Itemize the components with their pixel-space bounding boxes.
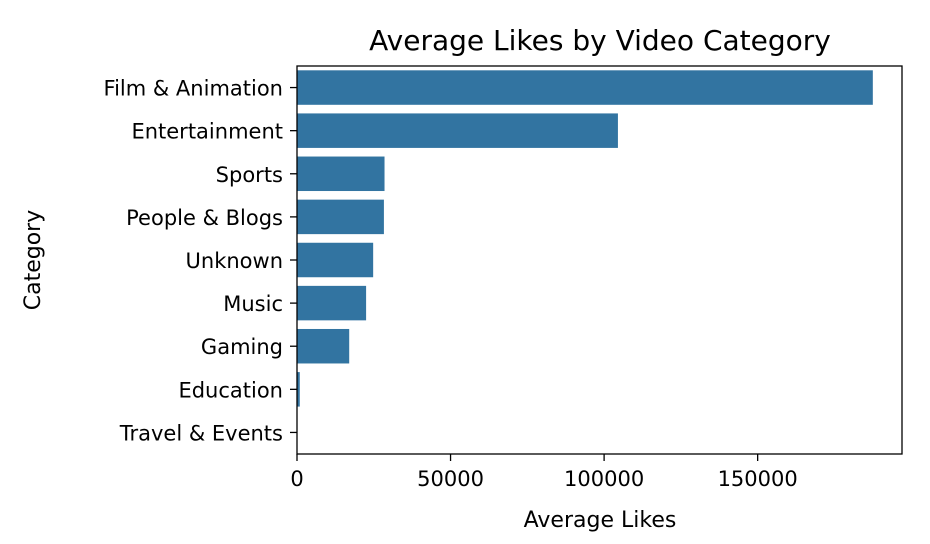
y-tick-label: Entertainment [131, 120, 283, 144]
y-tick-label: Film & Animation [104, 77, 283, 101]
y-tick-label: Music [223, 292, 283, 316]
y-tick-label: Travel & Events [119, 421, 283, 445]
x-axis: 0 50000 100000 150000 [290, 454, 798, 491]
bar [297, 285, 367, 321]
x-tick-label: 150000 [718, 467, 798, 491]
y-tick-label: People & Blogs [126, 206, 283, 230]
y-tick-label: Gaming [201, 335, 283, 359]
y-tick-label: Sports [216, 163, 283, 187]
bar [297, 199, 384, 235]
x-tick-label: 50000 [417, 467, 484, 491]
bar [297, 113, 618, 148]
x-tick-label: 0 [290, 467, 303, 491]
bar [297, 328, 350, 364]
bars-group [297, 70, 873, 450]
chart-title: Average Likes by Video Category [369, 24, 831, 57]
bar [297, 70, 873, 105]
bar [297, 156, 385, 192]
bar [297, 242, 374, 278]
y-tick-label: Education [178, 378, 283, 402]
y-tick-label: Unknown [186, 249, 283, 273]
y-axis: Film & Animation Entertainment Sports Peopl… [104, 77, 297, 445]
bar [297, 372, 300, 407]
y-axis-label: Category [21, 210, 46, 311]
x-axis-label: Average Likes [524, 508, 677, 533]
x-tick-label: 100000 [564, 467, 644, 491]
